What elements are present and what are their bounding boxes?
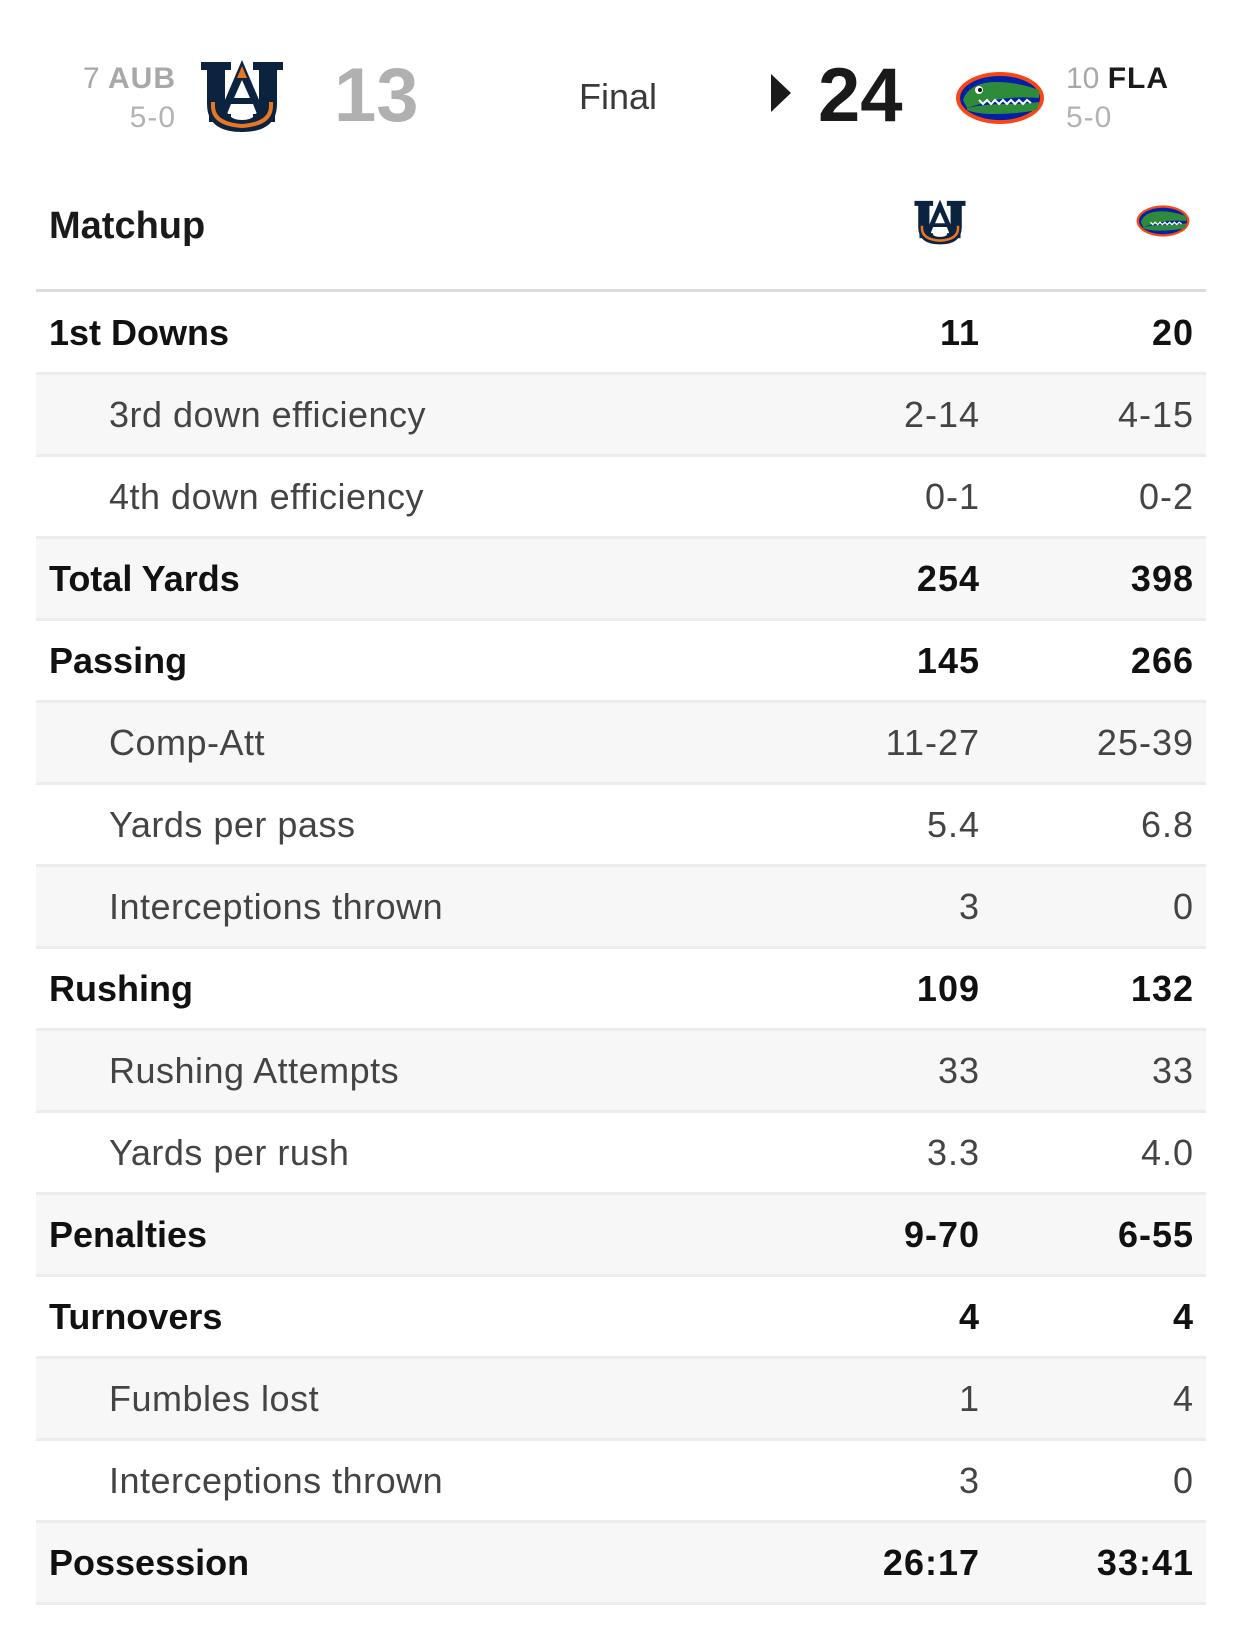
home-value: 398 [1130, 558, 1194, 599]
florida-column-logo-icon [1136, 204, 1190, 243]
away-score: 13 [334, 53, 419, 138]
stat-label: 4th down efficiency [109, 476, 425, 517]
home-value: 0 [1172, 886, 1194, 927]
stat-row-fumbles-lost: Fumbles lost 1 4 [36, 1359, 1206, 1441]
away-value: 11-27 [885, 722, 980, 763]
stat-row-comp-att: Comp-Att 11-27 25-39 [36, 703, 1206, 785]
game-scoreboard: 7 AUB 5-0 13 Final 24 10 FLA 5-0 [0, 0, 1242, 180]
away-value: 33 [937, 1050, 980, 1091]
home-value: 25-39 [1096, 722, 1194, 763]
away-value: 2-14 [903, 394, 980, 435]
stat-row-first-downs: 1st Downs 11 20 [36, 293, 1206, 375]
florida-gator-logo-icon[interactable] [955, 70, 1045, 131]
home-team-info: 10 FLA 5-0 [1066, 60, 1216, 138]
stat-row-rushing-attempts: Rushing Attempts 33 33 [36, 1031, 1206, 1113]
matchup-title: Matchup [49, 205, 206, 247]
home-value: 0-2 [1138, 476, 1194, 517]
home-value: 4.0 [1140, 1132, 1194, 1173]
away-value: 26:17 [882, 1542, 980, 1583]
away-value: 0-1 [924, 476, 980, 517]
winner-arrow-icon [771, 74, 791, 112]
away-value: 9-70 [903, 1214, 980, 1255]
away-value: 109 [916, 968, 980, 1009]
stat-row-third-down: 3rd down efficiency 2-14 4-15 [36, 375, 1206, 457]
home-value: 20 [1151, 312, 1194, 353]
home-value: 6.8 [1140, 804, 1194, 845]
stat-row-possession: Possession 26:17 33:41 [36, 1523, 1206, 1605]
away-record: 5-0 [129, 101, 176, 134]
stat-label: Comp-Att [109, 722, 266, 763]
home-value: 4-15 [1117, 394, 1194, 435]
away-value: 1 [958, 1378, 980, 1419]
stat-label: Rushing [49, 968, 193, 1009]
home-score: 24 [818, 53, 903, 138]
stat-row-yards-per-pass: Yards per pass 5.4 6.8 [36, 785, 1206, 867]
header-divider [36, 289, 1206, 292]
away-value: 4 [958, 1296, 980, 1337]
matchup-header: Matchup [36, 180, 1206, 292]
away-abbr: AUB [108, 62, 176, 95]
home-value: 4 [1172, 1296, 1194, 1337]
away-value: 145 [916, 640, 980, 681]
stat-label: Total Yards [49, 558, 240, 599]
home-rank: 10 [1066, 62, 1100, 95]
away-rank: 7 [82, 62, 100, 95]
stat-label: Rushing Attempts [109, 1050, 400, 1091]
stat-label: Fumbles lost [109, 1378, 320, 1419]
stat-row-rushing: Rushing 109 132 [36, 949, 1206, 1031]
stat-label: 1st Downs [49, 312, 230, 353]
stat-label: 3rd down efficiency [109, 394, 427, 435]
stat-label: Penalties [49, 1214, 208, 1255]
stat-label: Interceptions thrown [109, 886, 444, 927]
away-value: 5.4 [926, 804, 980, 845]
away-value: 3 [958, 1460, 980, 1501]
home-value: 33 [1151, 1050, 1194, 1091]
stat-label: Turnovers [49, 1296, 223, 1337]
auburn-column-logo-icon [912, 198, 968, 251]
stat-row-penalties: Penalties 9-70 6-55 [36, 1195, 1206, 1277]
away-value: 3.3 [926, 1132, 980, 1173]
stat-label: Yards per pass [109, 804, 356, 845]
away-team-info: 7 AUB 5-0 [80, 60, 176, 138]
stat-label: Possession [49, 1542, 250, 1583]
home-value: 33:41 [1096, 1542, 1194, 1583]
home-value: 266 [1130, 640, 1194, 681]
home-value: 132 [1130, 968, 1194, 1009]
stat-row-turnovers: Turnovers 4 4 [36, 1277, 1206, 1359]
home-value: 0 [1172, 1460, 1194, 1501]
game-status: Final [579, 76, 658, 117]
home-value: 4 [1172, 1378, 1194, 1419]
stat-label: Passing [49, 640, 188, 681]
stat-label: Interceptions thrown [109, 1460, 444, 1501]
stat-row-interceptions: Interceptions thrown 3 0 [36, 867, 1206, 949]
stat-row-yards-per-rush: Yards per rush 3.3 4.0 [36, 1113, 1206, 1195]
auburn-logo-icon[interactable] [197, 58, 287, 139]
away-value: 11 [939, 312, 980, 353]
home-abbr: FLA [1107, 62, 1170, 95]
away-value: 254 [916, 558, 980, 599]
stats-table: 1st Downs 11 20 3rd down efficiency 2-14… [36, 293, 1206, 1605]
stat-row-total-yards: Total Yards 254 398 [36, 539, 1206, 621]
home-record: 5-0 [1066, 101, 1113, 134]
stat-row-fourth-down: 4th down efficiency 0-1 0-2 [36, 457, 1206, 539]
away-value: 3 [958, 886, 980, 927]
home-value: 6-55 [1117, 1214, 1194, 1255]
stat-row-passing: Passing 145 266 [36, 621, 1206, 703]
stat-row-interceptions-2: Interceptions thrown 3 0 [36, 1441, 1206, 1523]
stat-label: Yards per rush [109, 1132, 350, 1173]
